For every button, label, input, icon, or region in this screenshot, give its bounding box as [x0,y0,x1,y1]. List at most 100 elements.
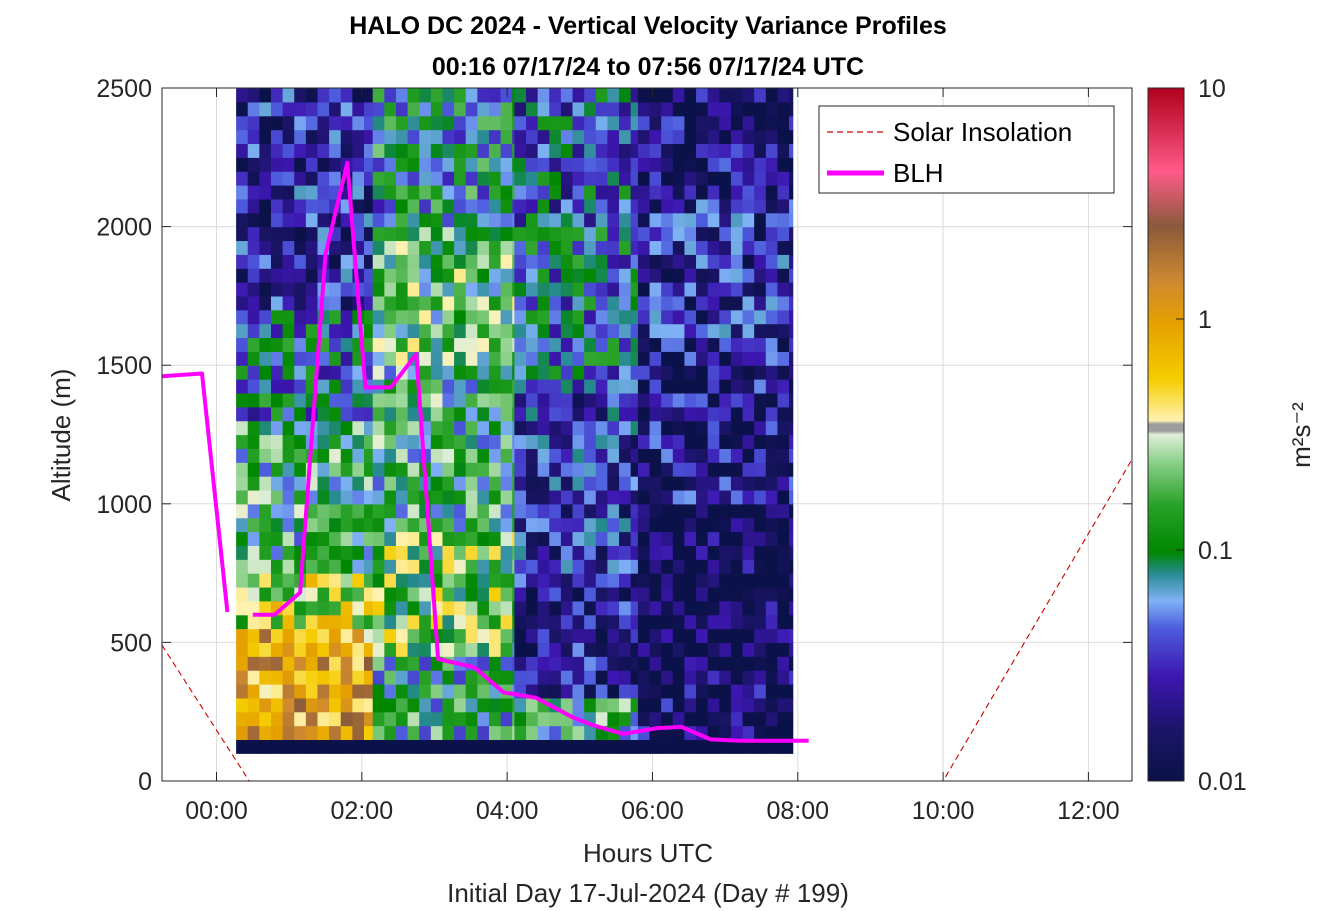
heatmap-cell [363,115,374,131]
heatmap-cell [537,545,550,560]
heatmap-cell [363,683,374,699]
heatmap-cell [684,309,697,325]
heatmap-cell [236,503,249,519]
heatmap-cell [765,656,779,671]
heatmap-cell [363,420,374,436]
heatmap-cell [537,282,550,297]
heatmap-cell [630,462,639,477]
heatmap-cell [236,711,249,727]
heatmap-cell [317,489,330,505]
heatmap-cell [270,240,284,255]
heatmap-cell [777,88,790,103]
heatmap-cell [607,212,620,228]
heatmap-cell [488,295,502,311]
heatmap-cell [236,462,249,477]
heatmap-cell [661,392,674,408]
heatmap-cell [754,725,767,741]
heatmap-cell [777,337,790,352]
heatmap-cell [363,282,374,297]
heatmap-cell [730,143,744,158]
heatmap-cell [317,434,330,449]
heatmap-cell [619,434,632,449]
heatmap-cell [340,143,353,158]
heatmap-cell [607,697,620,713]
heatmap-cell [419,586,432,602]
heatmap-cell [363,337,374,352]
heatmap-cell [442,448,455,463]
heatmap-cell [270,309,284,325]
heatmap-cell [454,503,467,519]
heatmap-cell [572,185,585,200]
heatmap-cell [595,240,609,255]
heatmap-cell [363,573,374,588]
heatmap-cell [684,545,697,560]
heatmap-cell [619,531,632,546]
heatmap-cell [526,462,539,477]
heatmap-cell [607,171,620,186]
heatmap-cell [789,337,794,352]
heatmap-cell [765,240,779,255]
heatmap-cell [270,226,284,242]
heatmap-cell [465,670,478,685]
heatmap-cell [259,309,272,325]
heatmap-cell [259,573,272,588]
heatmap-cell [572,628,585,643]
heatmap-cell [572,656,585,671]
heatmap-cell [630,282,639,297]
heatmap-cell [684,628,697,643]
heatmap-cell [454,462,467,477]
heatmap-cell [514,448,527,463]
heatmap-cell [637,365,651,380]
heatmap-cell [454,143,467,158]
heatmap-cell [340,614,353,630]
heatmap-cell [465,323,478,339]
heatmap-cell [789,656,794,671]
heatmap-cell [537,185,550,200]
heatmap-cell [340,559,353,574]
heatmap-cell [742,739,755,754]
heatmap-cell [247,670,260,685]
heatmap-cell [619,614,632,630]
heatmap-cell [372,586,385,602]
heatmap-cell [512,545,515,560]
heatmap-cell [329,88,342,103]
heatmap-cell [477,129,490,145]
heatmap-cell [372,517,385,533]
heatmap-cell [661,171,674,186]
heatmap-cell [259,739,272,754]
heatmap-cell [372,531,385,546]
heatmap-cell [661,683,674,699]
heatmap-cell [372,240,385,255]
heatmap-cell [765,559,779,574]
heatmap-cell [363,670,374,685]
heatmap-cell [384,531,397,546]
heatmap-cell [419,254,432,269]
heatmap-cell [707,337,720,352]
heatmap-cell [317,711,330,727]
heatmap-cell [777,448,790,463]
heatmap-cell [584,503,597,519]
heatmap-cell [514,476,527,491]
heatmap-cell [512,420,515,436]
heatmap-cell [500,337,513,352]
heatmap-cell [488,212,502,228]
heatmap-cell [765,88,779,103]
heatmap-cell [730,656,744,671]
heatmap-cell [282,240,295,255]
heatmap-cell [294,489,307,505]
heatmap-cell [282,448,295,463]
heatmap-cell [719,614,732,630]
heatmap-cell [526,586,539,602]
heatmap-cell [259,517,272,533]
heatmap-cell [317,725,330,741]
heatmap-cell [742,614,755,630]
heatmap-cell [572,212,585,228]
heatmap-cell [477,711,490,727]
heatmap-cell [442,323,455,339]
heatmap-cell [329,323,342,339]
heatmap-cell [294,711,307,727]
heatmap-cell [672,115,686,131]
heatmap-cell [454,711,467,727]
